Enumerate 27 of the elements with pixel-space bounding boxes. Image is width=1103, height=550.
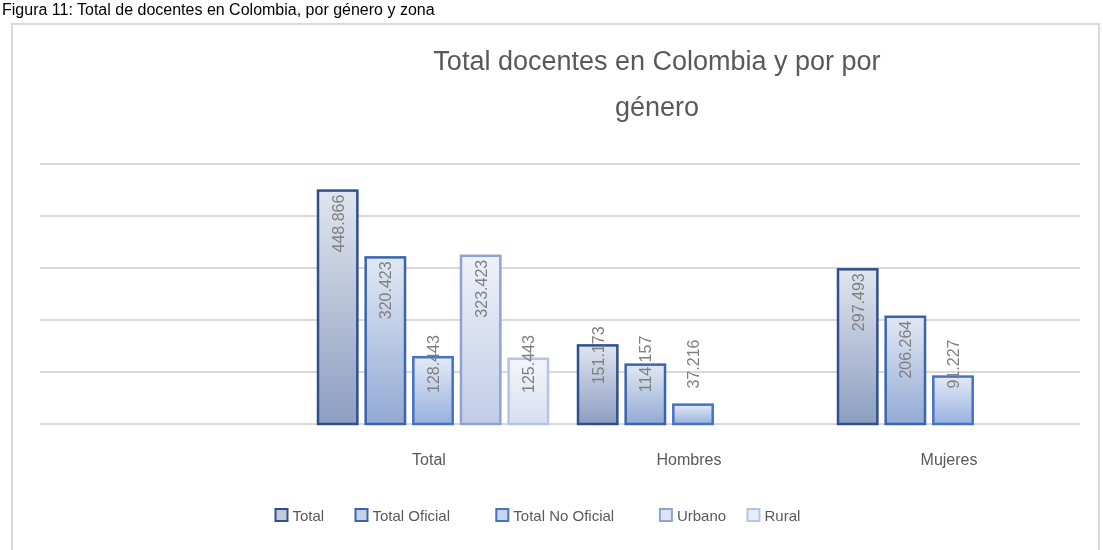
x-tick-label: Mujeres <box>920 451 978 468</box>
data-label: 151.173 <box>589 326 607 385</box>
data-label: 297.493 <box>849 273 867 332</box>
data-label: 448.866 <box>329 194 347 253</box>
x-tick-label: Hombres <box>656 451 722 468</box>
legend-label: Total No Oficial <box>513 507 615 524</box>
data-label: 323.423 <box>472 259 490 318</box>
data-label: 114.157 <box>637 335 655 393</box>
legend-label: Urbano <box>676 507 727 524</box>
bar <box>459 254 502 426</box>
data-label: 37.216 <box>685 339 702 389</box>
data-label: 91.227 <box>945 339 962 389</box>
data-label: 125.443 <box>520 334 538 393</box>
bar <box>884 315 927 426</box>
data-label: 320.423 <box>377 261 395 320</box>
bar <box>672 403 714 426</box>
legend-label: Rural <box>764 507 801 524</box>
x-tick-label: Total <box>412 451 446 468</box>
text: Figura 11: Total de docentes en Colombia, por género y zona <box>2 1 435 18</box>
legend-label: Total Oficial <box>372 507 451 524</box>
bar <box>836 268 879 426</box>
data-label: 128.443 <box>425 334 442 393</box>
chart-title: Total docentes en Colombia y por por género <box>433 46 881 122</box>
data-label: 206.264 <box>897 320 915 379</box>
legend-label: Total <box>292 507 325 524</box>
bar <box>364 256 407 426</box>
bar <box>316 189 359 426</box>
